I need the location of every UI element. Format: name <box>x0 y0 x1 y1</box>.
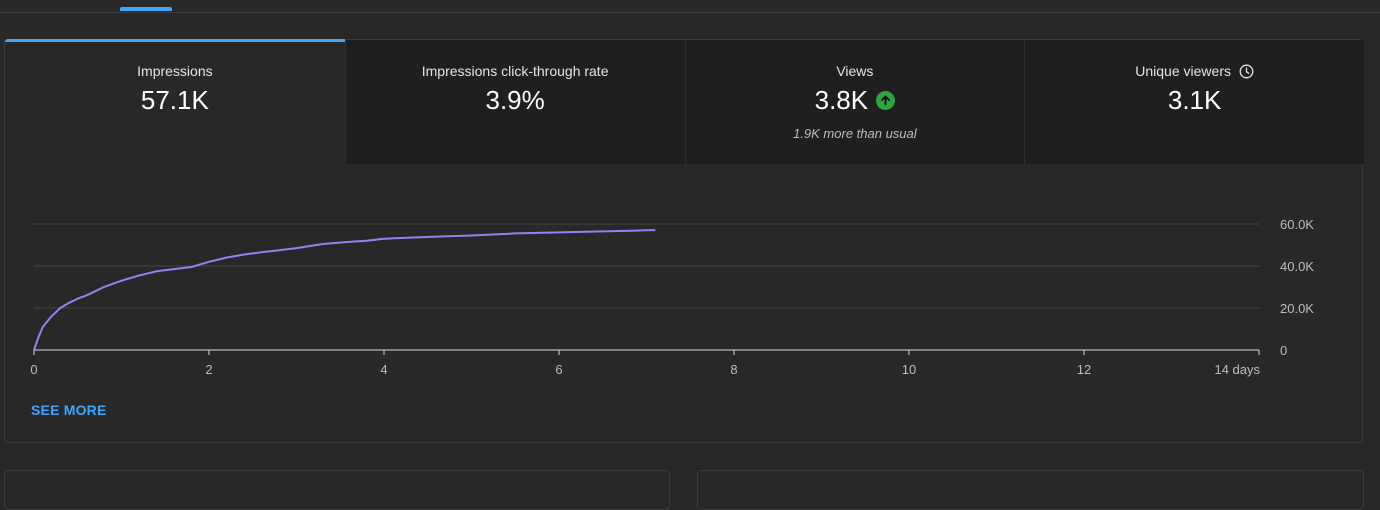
x-tick-label: 10 <box>902 362 916 377</box>
x-tick-label: 6 <box>555 362 562 377</box>
arrow-up-icon <box>876 91 896 110</box>
impressions-chart: 0 20.0K 40.0K 60.0K 0 2 4 6 8 10 12 14 days <box>30 217 1314 377</box>
metric-tab-ctr[interactable]: Impressions click-through rate 3.9% <box>344 40 685 164</box>
see-more-link[interactable]: SEE MORE <box>31 402 107 418</box>
x-tick-label: 8 <box>730 362 737 377</box>
metric-value: 3.9% <box>485 85 545 115</box>
y-tick-label: 60.0K <box>1280 217 1314 232</box>
bottom-card-right <box>697 470 1364 510</box>
metric-value: 3.1K <box>1167 85 1222 115</box>
metric-tab-impressions[interactable]: Impressions 57.1K <box>5 39 345 164</box>
y-tick-label: 0 <box>1280 343 1287 358</box>
x-tick-label: 2 <box>205 362 212 377</box>
y-tick-label: 20.0K <box>1280 301 1314 316</box>
metric-value: 3.8K <box>814 85 869 115</box>
clock-icon[interactable] <box>1239 64 1254 82</box>
metric-label-text: Unique viewers <box>1135 63 1231 79</box>
metric-tabs: Impressions 57.1K Impressions click-thro… <box>5 39 1364 164</box>
bottom-card-left <box>4 470 670 510</box>
metric-tab-views[interactable]: Views 3.8K 1.9K more than usual <box>684 40 1025 164</box>
metric-label: Impressions click-through rate <box>421 63 609 79</box>
x-tick-label: 0 <box>30 362 37 377</box>
x-tick-label: 14 days <box>1214 362 1260 377</box>
metric-label: Impressions <box>137 63 213 79</box>
metric-label: Views <box>836 63 874 79</box>
metric-tab-unique-viewers[interactable]: Unique viewers 3.1K <box>1024 40 1364 164</box>
analytics-card: Impressions 57.1K Impressions click-thro… <box>4 39 1364 443</box>
top-tabs-bar <box>0 0 1380 13</box>
y-tick-label: 40.0K <box>1280 259 1314 274</box>
series-line-impressions <box>33 229 656 351</box>
metric-note: 1.9K more than usual <box>793 126 917 141</box>
metric-label: Unique viewers <box>1025 63 1364 82</box>
x-tick-label: 4 <box>380 362 387 377</box>
x-tick-label: 12 <box>1077 362 1091 377</box>
metric-value: 57.1K <box>140 85 209 115</box>
active-tab-indicator <box>120 7 172 11</box>
